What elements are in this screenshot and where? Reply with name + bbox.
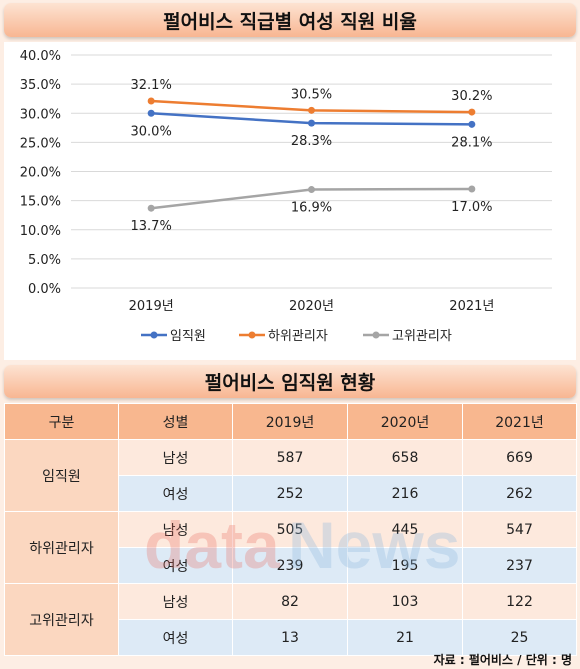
value-cell: 587 [232, 439, 348, 476]
data-point [147, 97, 155, 105]
employee-table: 구분 성별 2019년 2020년 2021년 임직원 남성 587 658 6… [4, 403, 577, 656]
chart-svg: 0.0% 5.0% 10.0% 15.0% 20.0% 25.0% 30.0% 35.0% 40… [20, 49, 552, 344]
value-cell: 21 [347, 619, 463, 656]
value-cell: 195 [347, 547, 463, 584]
gender-cell: 여성 [118, 475, 233, 512]
data-label: 28.1% [451, 135, 492, 150]
table-row: 고위관리자 남성 82 103 122 [4, 583, 577, 656]
x-tick-label: 2021년 [449, 299, 494, 314]
data-label: 17.0% [451, 200, 492, 215]
y-tick-label: 15.0% [20, 195, 61, 210]
chart-title: 펄어비스 직급별 여성 직원 비율 [4, 3, 576, 37]
gender-cell: 여성 [118, 619, 233, 656]
data-point [308, 119, 315, 127]
data-point [147, 204, 155, 212]
value-cell: 262 [462, 475, 577, 512]
value-cell: 122 [462, 583, 577, 620]
legend-label: 임직원 [170, 329, 206, 344]
value-cell: 25 [462, 619, 577, 656]
x-tick-label: 2019년 [129, 299, 174, 314]
group-cell: 하위관리자 [4, 511, 119, 584]
source-note: 자료 : 펄어비스 / 단위 : 명 [433, 653, 572, 667]
header-2020: 2020년 [347, 403, 463, 440]
legend-marker [150, 331, 158, 339]
value-cell: 658 [347, 439, 463, 476]
data-point [468, 185, 476, 193]
table-row: 하위관리자 남성 505 445 547 [4, 511, 577, 584]
y-tick-label: 10.0% [20, 224, 61, 239]
y-tick-label: 5.0% [28, 253, 61, 268]
group-cell: 임직원 [4, 439, 119, 512]
header-gender: 성별 [118, 403, 233, 440]
data-point [468, 108, 476, 116]
value-cell: 82 [232, 583, 348, 620]
header-category: 구분 [4, 403, 119, 440]
data-label: 30.5% [291, 87, 332, 102]
table-row: 여성 13 21 25 [5, 619, 577, 656]
y-tick-label: 40.0% [20, 49, 61, 64]
data-point [468, 120, 476, 128]
table-row: 임직원 남성 587 658 669 [4, 439, 577, 512]
group-cell: 고위관리자 [4, 583, 119, 656]
table-row: 여성 239 195 237 [5, 547, 577, 584]
value-cell: 239 [232, 547, 348, 584]
y-tick-label: 35.0% [20, 78, 61, 93]
data-label: 30.2% [451, 89, 492, 104]
legend-marker [248, 331, 256, 339]
value-cell: 13 [232, 619, 348, 656]
y-tick-label: 20.0% [20, 166, 61, 181]
gender-cell: 남성 [118, 583, 233, 620]
gender-cell: 남성 [118, 439, 233, 476]
data-label: 30.0% [131, 124, 172, 139]
value-cell: 445 [347, 511, 463, 548]
data-label: 32.1% [131, 78, 172, 93]
x-tick-label: 2020년 [289, 299, 334, 314]
value-cell: 669 [462, 439, 577, 476]
gender-cell: 남성 [118, 511, 233, 548]
data-label: 28.3% [291, 134, 332, 149]
legend-label: 고위관리자 [392, 329, 452, 344]
value-cell: 505 [232, 511, 348, 548]
table-title: 펄어비스 임직원 현황 [4, 365, 576, 398]
value-cell: 547 [462, 511, 577, 548]
data-point [308, 186, 315, 194]
y-tick-label: 30.0% [20, 107, 61, 122]
header-2021: 2021년 [462, 403, 577, 440]
legend-marker [372, 331, 380, 339]
value-cell: 252 [232, 475, 348, 512]
table-row: 여성 252 216 262 [5, 475, 577, 512]
value-cell: 216 [347, 475, 463, 512]
value-cell: 103 [347, 583, 463, 620]
value-cell: 237 [462, 547, 577, 584]
table-header-row: 구분 성별 2019년 2020년 2021년 [4, 403, 577, 440]
y-tick-label: 25.0% [20, 136, 61, 151]
y-tick-label: 0.0% [28, 282, 61, 297]
header-2019: 2019년 [232, 403, 348, 440]
line-chart: 0.0% 5.0% 10.0% 15.0% 20.0% 25.0% 30.0% 35.0% 40… [4, 42, 576, 360]
data-label: 13.7% [131, 219, 172, 234]
data-point [308, 106, 315, 114]
legend-label: 하위관리자 [268, 329, 328, 344]
gender-cell: 여성 [118, 547, 233, 584]
data-point [147, 109, 155, 117]
data-label: 16.9% [291, 201, 332, 216]
